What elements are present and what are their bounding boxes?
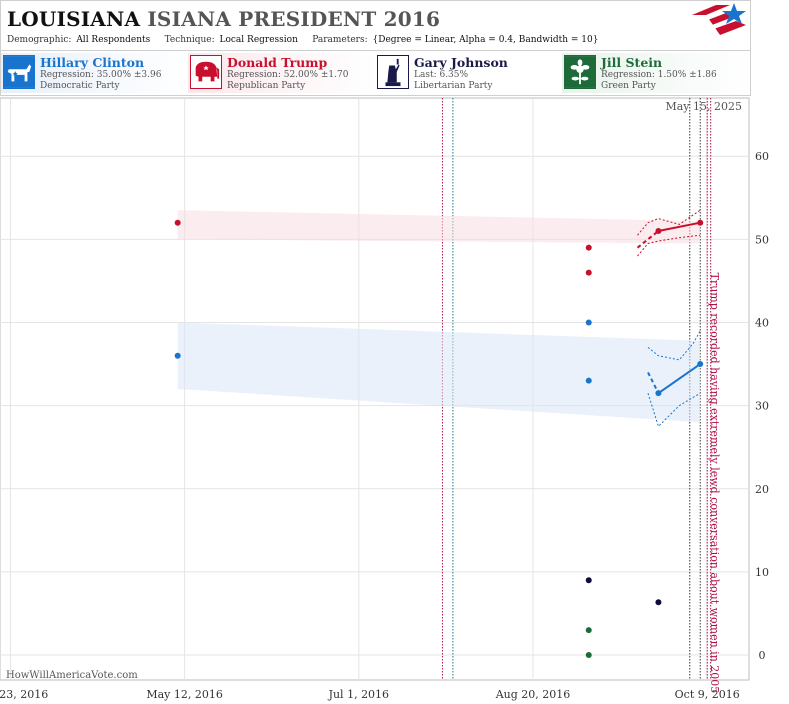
confidence-bands (177, 210, 701, 423)
donkey-icon (3, 55, 35, 89)
x-tick-label: Jul 1, 2016 (328, 688, 390, 701)
parameters-value: {Degree = Linear, Alpha = 0.4, Bandwidth… (372, 35, 599, 45)
current-date-label: May 15, 2025 (665, 100, 742, 113)
poll-point (585, 652, 592, 659)
candidate-stat: Regression: 52.00% ±1.70 (227, 70, 349, 80)
y-tick-label: 30 (755, 400, 769, 413)
poll-chart: 0 10 20 30 40 50 60 Mar 23, 2016 May 12, 2016 Ju… (0, 97, 769, 701)
trend-line (657, 363, 701, 395)
trend-point (697, 361, 704, 368)
title-rest: ISIANA PRESIDENT 2016 (147, 7, 441, 31)
site-logo-icon (692, 3, 746, 37)
candidate-card-johnson: Gary Johnson Last: 6.35% Libertarian Par… (375, 53, 563, 93)
y-tick-label: 0 (759, 649, 766, 662)
poll-point (655, 599, 662, 606)
confidence-band (177, 322, 701, 423)
event-annotation: Trump recorded having extremely lewd con… (708, 273, 721, 694)
trend-line (658, 221, 701, 232)
trend-projection-line (636, 230, 660, 249)
candidate-name: Gary Johnson (414, 55, 508, 70)
chart-header: LOUISIANA ISIANA PRESIDENT 2016 Demograp… (0, 0, 751, 51)
poll-points (174, 219, 662, 659)
x-tick-label: Aug 20, 2016 (495, 688, 571, 701)
y-tick-label: 50 (755, 233, 769, 246)
demographic-value: All Respondents (76, 35, 151, 45)
x-tick-label: Mar 23, 2016 (0, 688, 48, 701)
y-tick-label: 60 (755, 150, 769, 163)
title-state: LOUISIANA (7, 7, 141, 31)
candidate-name: Donald Trump (227, 55, 328, 70)
y-tick-label: 40 (755, 316, 769, 329)
x-axis-ticks: Mar 23, 2016 May 12, 2016 Jul 1, 2016 Aug 2… (0, 688, 740, 701)
poll-point (174, 352, 181, 359)
poll-point (585, 319, 592, 326)
elephant-icon (190, 55, 222, 89)
x-tick-label: May 12, 2016 (146, 688, 223, 701)
y-axis-ticks: 0 10 20 30 40 50 60 (755, 150, 769, 662)
trend-point (655, 390, 662, 397)
ci-upper-line (647, 330, 701, 361)
poll-point (585, 377, 592, 384)
page-title: LOUISIANA ISIANA PRESIDENT 2016 (7, 7, 440, 31)
candidate-name: Hillary Clinton (40, 55, 145, 70)
technique-value: Local Regression (219, 35, 298, 45)
candidate-party: Libertarian Party (414, 81, 493, 91)
candidate-stat: Last: 6.35% (414, 70, 469, 80)
poll-point (585, 269, 592, 276)
candidate-bar: Hillary Clinton Regression: 35.00% ±3.96… (0, 50, 751, 96)
demographic-label: Demographic: (7, 35, 72, 45)
leaf-icon (564, 55, 596, 89)
ci-upper-line (637, 209, 701, 236)
regression-lines (636, 209, 704, 428)
candidate-stat: Regression: 1.50% ±1.86 (601, 70, 717, 80)
parameters-line: Demographic: All Respondents Technique: … (7, 35, 598, 45)
trend-point (655, 228, 662, 235)
trend-point (697, 219, 704, 226)
candidate-card-trump: Donald Trump Regression: 52.00% ±1.70 Re… (188, 53, 376, 93)
y-tick-label: 20 (755, 483, 769, 496)
trend-projection-line (647, 371, 660, 394)
site-watermark: HowWillAmericaVote.com (6, 670, 138, 681)
statue-of-liberty-icon (377, 55, 409, 89)
x-tick-label: Oct 9, 2016 (675, 688, 740, 701)
poll-point (585, 627, 592, 634)
confidence-band (177, 210, 701, 244)
candidate-name: Jill Stein (601, 55, 663, 70)
poll-point (585, 244, 592, 251)
candidate-party: Democratic Party (40, 81, 120, 91)
candidate-party: Republican Party (227, 81, 306, 91)
ci-lower-line (647, 392, 701, 428)
candidate-card-stein: Jill Stein Regression: 1.50% ±1.86 Green… (562, 53, 750, 93)
y-tick-label: 10 (755, 566, 769, 579)
candidate-party: Green Party (601, 81, 656, 91)
candidate-card-clinton: Hillary Clinton Regression: 35.00% ±3.96… (1, 53, 189, 93)
candidate-stat: Regression: 35.00% ±3.96 (40, 70, 162, 80)
parameters-label: Parameters: (312, 35, 368, 45)
poll-point (585, 577, 592, 584)
poll-point (174, 219, 181, 226)
technique-label: Technique: (164, 35, 215, 45)
